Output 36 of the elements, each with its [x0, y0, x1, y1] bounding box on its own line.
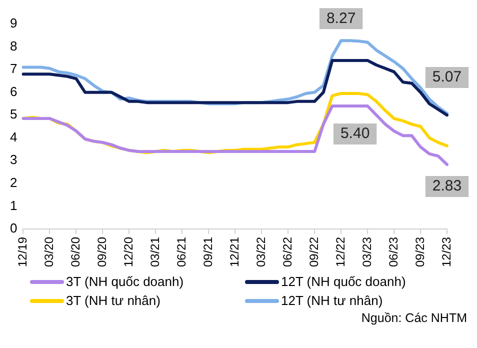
y-tick-label: 6: [10, 84, 18, 99]
legend-label: 3T (NH tư nhân): [66, 293, 160, 308]
x-tick-label: 09/23: [412, 236, 427, 267]
x-tick-label: 03/22: [254, 236, 268, 267]
x-tick-label: 12/22: [333, 236, 348, 267]
annotation: 8.27: [326, 10, 356, 27]
y-tick-label: 5: [10, 106, 18, 122]
legend-label: 12T (NH tư nhân): [281, 293, 383, 308]
x-tick-label: 09/22: [306, 236, 321, 267]
y-tick-label: 9: [10, 16, 18, 31]
x-tick-label: 09/20: [95, 236, 109, 267]
x-tick-label: 12/23: [439, 236, 454, 267]
y-tick-label: 1: [10, 198, 18, 213]
x-tick-label: 06/22: [280, 236, 294, 267]
y-tick-label: 0: [10, 220, 18, 236]
y-tick-label: 4: [10, 129, 18, 144]
x-tick-label: 03/20: [42, 236, 56, 267]
x-tick-label: 09/21: [200, 236, 215, 267]
y-tick-label: 8: [10, 38, 18, 54]
legend-label: 12T (NH quốc doanh): [281, 274, 406, 289]
x-tick-label: 12/21: [227, 236, 242, 267]
x-tick-label: 06/23: [386, 236, 400, 267]
x-tick-label: 06/21: [174, 236, 188, 267]
y-tick-label: 2: [10, 175, 18, 190]
text: Nguồn: Các NHTM: [360, 311, 468, 325]
y-tick-label: 3: [10, 152, 18, 168]
x-tick-label: 03/23: [360, 236, 374, 267]
x-tick-label: 03/21: [148, 236, 162, 267]
y-tick-label: 7: [10, 61, 18, 76]
legend-label: 3T (NH quốc doanh): [66, 274, 184, 289]
annotation: 5.07: [432, 68, 462, 86]
x-tick-label: 12/19: [16, 236, 30, 267]
annotation: 2.83: [432, 178, 462, 195]
x-tick-label: 12/20: [121, 236, 136, 267]
x-tick-label: 06/20: [68, 236, 83, 267]
annotation: 5.40: [340, 125, 370, 142]
